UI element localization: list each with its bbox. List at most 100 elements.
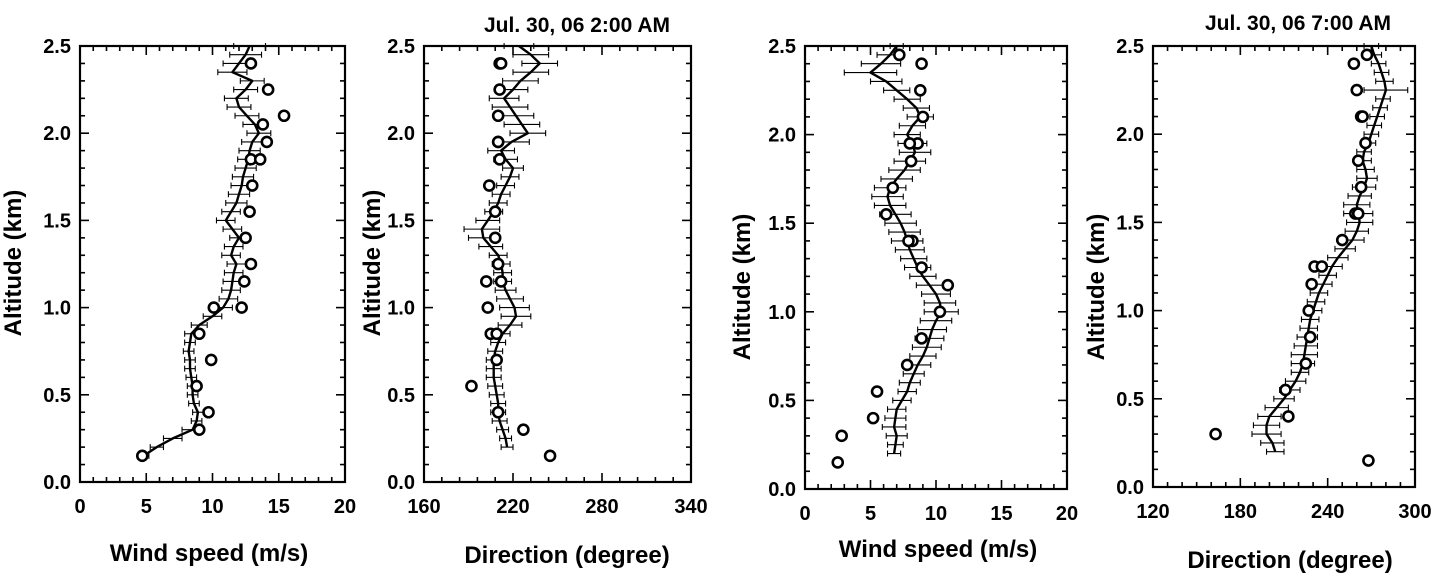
data-point xyxy=(1351,154,1365,167)
x-tick-label: 340 xyxy=(674,496,707,518)
panel-2-title: Jul. 30, 06 2:00 AM xyxy=(484,14,670,37)
data-point xyxy=(1347,57,1361,70)
panel-4-direction-7am: Jul. 30, 06 7:00 AM Altitude (km) Direct… xyxy=(1083,12,1432,574)
data-point xyxy=(192,327,206,341)
x-tick-label: 5 xyxy=(865,503,876,525)
y-tick-label: 0.5 xyxy=(43,385,71,407)
data-point xyxy=(879,208,893,221)
data-point xyxy=(1350,83,1364,97)
data-point xyxy=(866,411,880,425)
data-point xyxy=(244,57,258,70)
data-point xyxy=(488,231,502,245)
x-tick-label: 10 xyxy=(201,496,223,518)
data-point xyxy=(488,205,502,218)
data-point xyxy=(1302,304,1316,317)
profile-line xyxy=(480,45,541,448)
plot-frame xyxy=(422,44,693,484)
data-point xyxy=(190,379,203,393)
data-point xyxy=(135,449,149,463)
data-point xyxy=(244,257,258,271)
data-point xyxy=(490,327,503,341)
data-point xyxy=(260,135,274,149)
data-point xyxy=(239,231,252,245)
data-point xyxy=(913,84,927,97)
panel-4-x-axis-label: Direction (degree) xyxy=(1187,547,1392,574)
x-tick-label: 20 xyxy=(1056,503,1078,525)
data-point xyxy=(491,135,505,149)
data-point xyxy=(245,179,259,192)
data-point xyxy=(916,110,930,124)
data-point xyxy=(207,301,221,314)
panel-4-title: Jul. 30, 06 7:00 AM xyxy=(1205,12,1391,35)
y-tick-label: 0.0 xyxy=(768,479,796,501)
panel-2-direction-2am: Jul. 30, 06 2:00 AM Altitude (km) Direct… xyxy=(359,14,708,569)
panel-4-y-axis-label: Altitude (km) xyxy=(1083,214,1110,361)
data-point xyxy=(1299,357,1313,370)
data-point xyxy=(482,179,496,192)
y-tick-label: 1.0 xyxy=(1116,301,1144,323)
data-point xyxy=(933,305,947,319)
x-tick-label: 300 xyxy=(1398,501,1431,523)
data-point xyxy=(1351,207,1365,220)
panel-1-plot-area xyxy=(78,43,347,484)
y-tick-label: 2.5 xyxy=(768,36,796,58)
x-tick-label: 5 xyxy=(141,496,152,518)
y-tick-label: 0.5 xyxy=(387,385,415,407)
y-tick-label: 1.0 xyxy=(43,298,71,320)
x-tick-label: 220 xyxy=(496,496,529,518)
data-point xyxy=(1282,410,1295,423)
data-point xyxy=(1209,427,1222,441)
data-point xyxy=(493,153,506,166)
data-point xyxy=(494,57,508,70)
x-tick-label: 15 xyxy=(268,496,290,518)
panel-4-plot-area xyxy=(1151,43,1417,489)
data-point xyxy=(893,48,906,62)
panel-3-plot-area xyxy=(803,43,1069,491)
data-point xyxy=(202,405,215,419)
data-point xyxy=(235,301,248,314)
data-point xyxy=(1303,330,1317,344)
y-tick-label: 2.0 xyxy=(387,123,415,145)
data-point xyxy=(831,456,845,469)
panel-1-x-axis-label: Wind speed (m/s) xyxy=(110,540,308,567)
data-point xyxy=(253,153,267,166)
data-point xyxy=(493,83,506,96)
y-tick-label: 0.0 xyxy=(1116,477,1144,499)
data-point xyxy=(277,109,291,123)
data-point xyxy=(900,358,914,372)
y-tick-label: 2.5 xyxy=(43,36,71,58)
data-point xyxy=(904,154,918,168)
y-tick-label: 1.5 xyxy=(768,213,796,235)
panel-2-plot-area xyxy=(422,43,693,484)
y-tick-label: 2.0 xyxy=(43,123,71,145)
y-tick-label: 1.0 xyxy=(768,302,796,324)
data-point xyxy=(243,205,256,218)
data-point xyxy=(481,301,495,314)
y-tick-label: 2.0 xyxy=(768,125,796,147)
panel-2-y-tick-labels: 0.0 0.5 1.0 1.5 2.0 2.5 xyxy=(387,36,415,494)
y-tick-label: 1.5 xyxy=(387,210,415,232)
data-point xyxy=(1362,454,1375,467)
panel-2-x-tick-labels: 160 220 280 340 xyxy=(407,496,707,518)
data-point xyxy=(465,379,478,393)
data-point xyxy=(902,234,915,248)
panel-3-wind-speed-7am: Altitude (km) Wind speed (m/s) 0.0 0.5 1… xyxy=(729,36,1078,563)
y-tick-label: 2.0 xyxy=(1116,124,1144,146)
plot-frame xyxy=(803,44,1069,491)
x-tick-label: 280 xyxy=(585,496,618,518)
data-point xyxy=(941,278,955,292)
x-tick-label: 120 xyxy=(1136,501,1169,523)
data-point xyxy=(204,353,218,367)
x-tick-label: 0 xyxy=(799,503,810,525)
x-tick-label: 15 xyxy=(990,503,1012,525)
data-point xyxy=(886,181,900,195)
panel-3-x-tick-labels: 0 5 10 15 20 xyxy=(799,503,1078,525)
data-point xyxy=(192,423,206,436)
data-point xyxy=(1335,233,1349,247)
x-tick-label: 160 xyxy=(407,496,440,518)
y-tick-label: 1.5 xyxy=(1116,212,1144,234)
y-tick-label: 1.0 xyxy=(387,298,415,320)
data-point xyxy=(1279,383,1292,397)
data-point xyxy=(479,275,493,288)
